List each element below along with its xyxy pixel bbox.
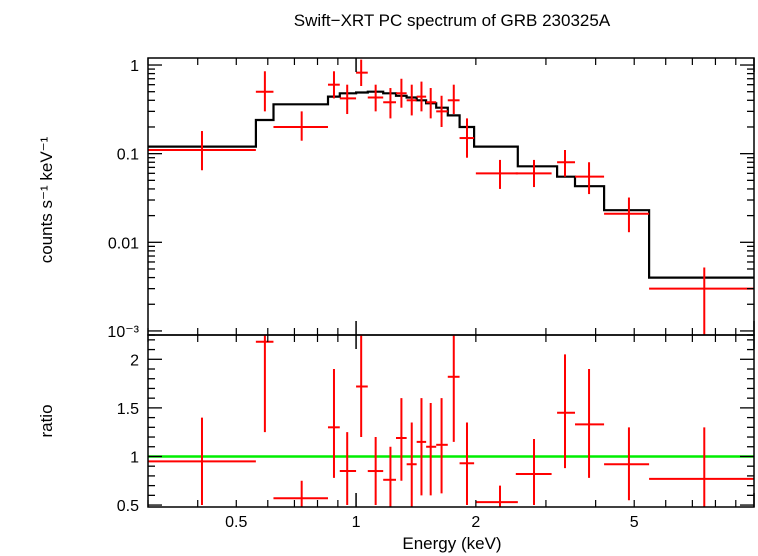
bottom-y-tick-label: 1.5 [117, 401, 139, 418]
spectrum-data-point [148, 131, 256, 171]
spectrum-data-point [406, 84, 417, 116]
spectrum-data-point [436, 95, 448, 127]
ratio-data-point [148, 417, 256, 506]
top-y-tick-label: 1 [130, 58, 139, 75]
spectrum-data-point [459, 118, 475, 158]
top-y-tick-label: 0.01 [108, 235, 139, 252]
spectrum-data-point [416, 81, 427, 112]
ratio-data-point [406, 422, 417, 507]
x-tick-label: 1 [352, 514, 361, 531]
spectrum-data-point [649, 267, 754, 335]
spectrum-data-point [575, 162, 605, 195]
bottom-y-tick-label: 1 [130, 449, 139, 466]
spectrum-data-point [557, 149, 576, 177]
ratio-data-point [327, 369, 340, 478]
top-y-tick-label: 0.1 [117, 147, 139, 164]
model-step-line [148, 90, 754, 279]
x-tick-label: 5 [630, 514, 639, 531]
data-points-group [148, 59, 754, 335]
ratio-data-point [367, 437, 384, 506]
ratio-data-point [604, 427, 650, 501]
spectrum-data-point [396, 78, 407, 108]
ratio-data-point [383, 446, 397, 507]
top-y-tick-label: 10⁻³ [107, 324, 139, 341]
bottom-y-axis-label: ratio [37, 404, 56, 437]
ratio-data-point [273, 480, 328, 507]
spectrum-data-point [327, 71, 340, 99]
spectrum-data-point [356, 59, 368, 86]
ratio-data-point [426, 403, 437, 496]
spectrum-data-point [447, 84, 460, 115]
ratio-data-point [649, 427, 754, 507]
x-tick-label: 2 [471, 514, 480, 531]
ratio-data-point [416, 398, 427, 496]
bottom-panel: 0.5 1 2 5 0.5 1 1.5 2 ratio Energy (keV) [37, 334, 755, 553]
bottom-y-tick-label: 0.5 [117, 498, 139, 515]
model-curve-group [148, 90, 754, 279]
spectrum-data-point [339, 84, 357, 115]
spectrum-data-point [383, 88, 397, 119]
top-y-axis-label: counts s⁻¹ keV⁻¹ [37, 136, 56, 263]
spectrum-data-point [367, 84, 384, 112]
ratio-data-point [447, 335, 460, 442]
spectrum-data-point [255, 71, 274, 112]
bottom-panel-frame [147, 334, 755, 508]
x-tick-label: 0.5 [225, 514, 247, 531]
ratio-data-point [575, 369, 605, 478]
ratio-data-point [515, 438, 552, 506]
ratio-data-point [459, 422, 475, 506]
bottom-y-tick-label: 2 [130, 352, 139, 369]
spectrum-data-point [273, 111, 328, 141]
spectrum-data-point [604, 197, 650, 233]
ratio-data-point [339, 432, 357, 506]
x-axis-label: Energy (keV) [402, 534, 501, 553]
ratio-points-group [148, 335, 754, 507]
ratio-data-point [255, 335, 274, 433]
ratio-data-point [475, 485, 518, 507]
spectrum-data-point [515, 159, 552, 188]
ratio-data-point [396, 398, 407, 481]
ratio-data-point [356, 335, 368, 438]
spectrum-data-point [475, 159, 518, 189]
top-panel: 1 0.1 0.01 10⁻³ counts s⁻¹ keV⁻¹ [37, 57, 755, 341]
ratio-data-point [557, 354, 576, 469]
spectrum-data-point [426, 88, 437, 119]
chart-title: Swift−XRT PC spectrum of GRB 230325A [294, 11, 611, 30]
ratio-data-point [436, 398, 448, 494]
